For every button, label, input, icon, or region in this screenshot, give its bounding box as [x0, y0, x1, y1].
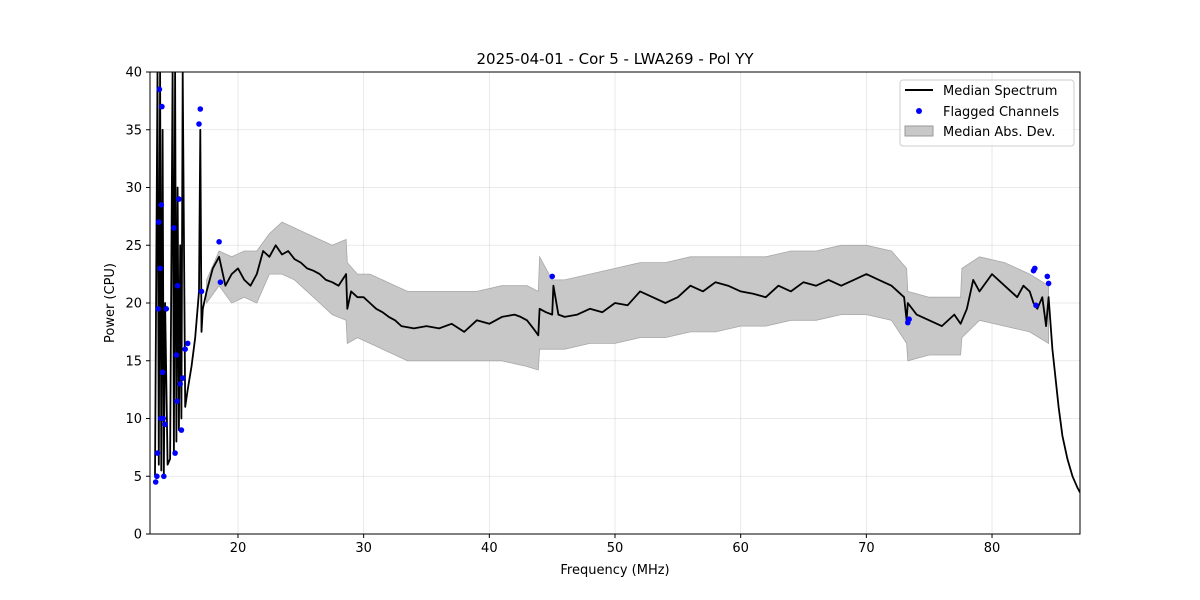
plot-area: 20 30 40 50 60 70 80 0 5 10 15 20 25 30 35 40: [125, 66, 1081, 556]
chart-title: 2025-04-01 - Cor 5 - LWA269 - Pol YY: [477, 50, 755, 68]
flagged-channel-point: [160, 415, 166, 422]
y-tick-label: 35: [125, 123, 142, 138]
x-tick-label: 30: [355, 541, 372, 556]
flagged-channel-point: [163, 306, 170, 312]
flagged-channel-point: [173, 352, 180, 358]
legend-patch-swatch: [904, 125, 934, 137]
flagged-channel-point: [177, 381, 183, 387]
x-tick-label: 60: [732, 541, 749, 556]
flagged-channel-point: [159, 369, 166, 376]
flagged-channel-point: [1032, 265, 1038, 272]
y-axis-ticks: 0 5 10 15 20 25 30 35 40: [125, 66, 150, 543]
flagged-channel-point: [152, 479, 159, 485]
flagged-channel-point: [216, 239, 222, 245]
legend: Median Spectrum Flagged Channels Median …: [899, 79, 1075, 147]
y-tick-label: 5: [134, 470, 142, 485]
x-tick-label: 40: [481, 541, 498, 556]
flagged-channel-point: [155, 306, 161, 312]
flagged-channel-point: [161, 473, 167, 480]
flagged-channel-point: [1044, 273, 1051, 280]
x-tick-label: 50: [607, 541, 624, 556]
median-spectrum-line: [154, 72, 1080, 493]
flagged-channel-point: [157, 265, 163, 272]
legend-label-flagged-channels: Flagged Channels: [943, 105, 1059, 120]
flagged-channel-point: [182, 346, 188, 353]
y-tick-label: 30: [125, 181, 142, 196]
flagged-channel-point: [1045, 280, 1052, 287]
flagged-channel-point: [196, 121, 202, 127]
mad-band-layer: [206, 221, 1049, 371]
legend-box: [899, 79, 1075, 147]
flagged-channel-point: [154, 473, 160, 480]
flagged-channel-point: [159, 103, 165, 110]
flagged-channel-point: [217, 279, 224, 286]
flagged-channel-point: [197, 106, 204, 112]
legend-label-median-abs-dev: Median Abs. Dev.: [943, 125, 1055, 140]
flagged-channel-point: [154, 450, 161, 456]
flagged-channel-point: [184, 340, 191, 347]
mad-band: [206, 221, 1049, 371]
y-axis-label: Power (CPU): [103, 263, 118, 343]
x-tick-label: 70: [858, 541, 875, 556]
flagged-channel-point: [1033, 302, 1039, 309]
y-tick-label: 20: [125, 297, 142, 312]
flagged-channel-point: [549, 273, 555, 280]
y-tick-label: 10: [125, 412, 142, 427]
flagged-channel-point: [198, 288, 205, 295]
flagged-channels-layer: [152, 86, 1052, 485]
median-spectrum-layer: [154, 72, 1080, 493]
x-axis-label: Frequency (MHz): [560, 563, 669, 578]
flagged-channel-point: [176, 196, 182, 202]
flagged-channel-point: [156, 219, 162, 225]
x-tick-label: 20: [230, 541, 247, 556]
flagged-channel-point: [179, 375, 186, 381]
flagged-channel-point: [156, 86, 163, 93]
flagged-channel-point: [174, 282, 181, 289]
flagged-channel-point: [172, 450, 178, 456]
x-axis-ticks: 20 30 40 50 60 70 80: [230, 534, 1001, 556]
y-tick-label: 15: [125, 354, 142, 369]
flagged-channel-point: [171, 225, 177, 231]
flagged-channel-point: [174, 398, 180, 405]
flagged-channel-point: [158, 202, 165, 208]
flagged-channel-point: [906, 316, 912, 323]
y-tick-label: 0: [134, 528, 142, 543]
y-tick-label: 40: [125, 66, 142, 81]
legend-label-median-spectrum: Median Spectrum: [943, 84, 1057, 99]
x-tick-label: 80: [984, 541, 1001, 556]
flagged-channel-point: [178, 427, 185, 433]
legend-marker-swatch: [916, 108, 922, 114]
y-tick-label: 25: [125, 239, 142, 254]
flagged-channel-point: [162, 421, 168, 428]
